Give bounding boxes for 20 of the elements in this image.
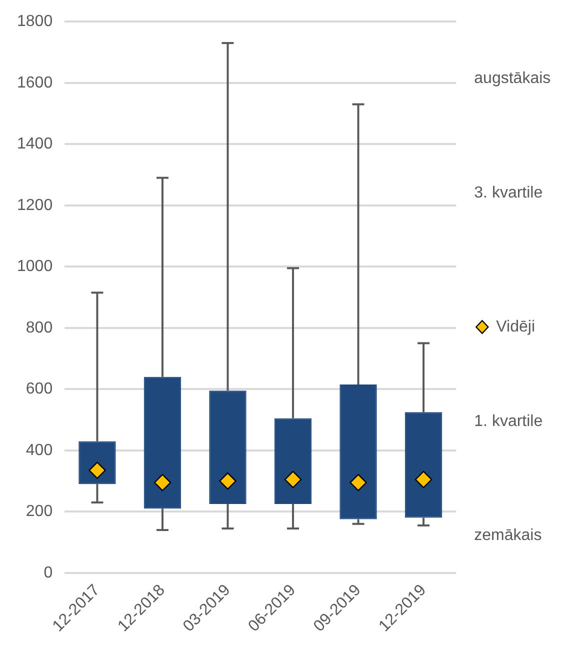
point: [219, 472, 236, 490]
point: [414, 470, 432, 488]
y-tick-label: 1800: [17, 13, 53, 30]
text: 1. kvartile: [474, 412, 543, 430]
legend-label: Vidēji: [496, 318, 535, 336]
text: zemākais: [474, 527, 542, 544]
y-tick-label: 0: [44, 564, 53, 582]
y-tick-label: 200: [26, 503, 53, 520]
y-tick-label: 600: [26, 380, 53, 398]
text: 3. kvartile: [474, 184, 543, 202]
y-tick-label: 400: [26, 442, 53, 459]
y-tick-label: 1000: [17, 258, 53, 276]
y-tick-label: 1600: [17, 74, 53, 92]
y-tick-label: 800: [26, 319, 53, 336]
point: [284, 470, 302, 488]
y-tick-label: 1200: [17, 196, 53, 214]
point: [154, 474, 172, 492]
y-tick-label: 1400: [17, 136, 53, 153]
text: augstākais: [474, 70, 551, 88]
point: [350, 474, 367, 492]
